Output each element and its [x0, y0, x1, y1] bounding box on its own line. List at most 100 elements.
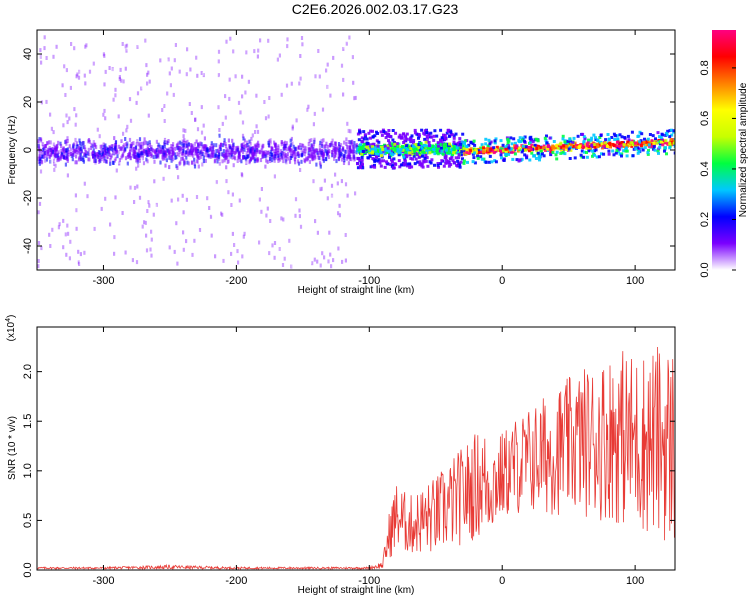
spectrogram-cell — [164, 163, 167, 168]
spectrogram-cell — [100, 148, 103, 153]
spectrogram-cell — [659, 140, 663, 144]
spectrogram-cell — [330, 183, 334, 188]
spectrogram-cell — [165, 154, 168, 158]
spectrogram-cell — [234, 245, 237, 250]
spectrogram-cell — [55, 153, 59, 158]
spectrogram-cell — [232, 134, 235, 139]
spectrogram-cell — [142, 161, 146, 166]
spectrogram-cell — [264, 150, 267, 155]
spectrogram-cell — [228, 148, 231, 153]
spectrogram-cell — [134, 150, 137, 155]
snr-x-tick-label: -100 — [358, 575, 380, 587]
spectrogram-cell — [638, 142, 642, 146]
spectrogram-cell — [208, 241, 211, 246]
spectrogram-cell — [488, 160, 491, 164]
spectrogram-cell — [259, 38, 262, 43]
spectrogram-cell — [49, 140, 52, 145]
spectrogram-cell — [193, 238, 196, 243]
spectrogram-cell — [360, 136, 364, 140]
spectrogram-cell — [575, 145, 579, 149]
spectrogram-cell — [78, 141, 82, 146]
spectrogram-cell — [548, 136, 552, 140]
spectrogram-cell — [165, 151, 168, 156]
spectrogram-cell — [282, 155, 285, 159]
spectrogram-cell — [425, 134, 429, 138]
spectrogram-cell — [596, 138, 600, 142]
spectrogram-cell — [229, 154, 232, 159]
spectrogram-cell — [673, 144, 675, 148]
spectrogram-cell — [393, 162, 397, 166]
spectrogram-cell — [386, 162, 390, 166]
spectrogram-cell — [88, 152, 91, 157]
spectrogram-cell — [310, 144, 313, 149]
spectrogram-cell — [486, 148, 490, 152]
spectrogram-cell — [206, 147, 209, 152]
spectrogram-cell — [433, 152, 437, 156]
spectrogram-cell — [184, 128, 187, 133]
spectrogram-cell — [346, 145, 349, 150]
spectrogram-cell — [384, 148, 388, 152]
spectrogram-cell — [263, 151, 266, 156]
spectrogram-cell — [307, 146, 310, 151]
spectrogram-cell — [322, 153, 325, 158]
spectrogram-cell — [316, 259, 319, 264]
spectrogram-cell — [651, 134, 655, 138]
spectrogram-cell — [121, 152, 124, 157]
spectrogram-cell — [396, 147, 400, 151]
spectrogram-cell — [248, 170, 251, 175]
spectrogram-cell — [430, 135, 434, 139]
spectrogram-cell — [568, 139, 572, 143]
spectrogram-cell — [176, 145, 179, 150]
spectrogram-cell — [208, 54, 211, 58]
spectrogram-cell — [644, 142, 648, 146]
spectrogram-cell — [182, 149, 185, 154]
spectrogram-cell — [325, 68, 328, 73]
spectrogram-cell — [43, 35, 46, 40]
spectrogram-cell — [245, 160, 248, 165]
spectrogram-cell — [156, 44, 160, 49]
spectrogram-cell — [96, 152, 99, 156]
spectrogram-cell — [423, 147, 426, 151]
spectrogram-cell — [210, 150, 213, 155]
spectrogram-cell — [77, 157, 81, 162]
spectrogram-cell — [236, 159, 239, 163]
spectrogram-cell — [142, 149, 145, 154]
spectrogram-cell — [209, 253, 212, 258]
spectrogram-cell — [60, 144, 63, 149]
spectrogram-cell — [188, 91, 191, 96]
spectrogram-cell — [66, 120, 69, 125]
spectrogram-cell — [419, 141, 423, 145]
spectrogram-x-axis-label: Height of straight line (km) — [298, 285, 415, 296]
spectrogram-cell — [411, 150, 415, 154]
spectrogram-cell — [425, 156, 429, 160]
spectrogram-cell — [183, 138, 186, 143]
spectrogram-cell — [149, 237, 152, 242]
spectrogram-cell — [387, 129, 391, 132]
spectrogram-cell — [373, 134, 377, 138]
spectrogram-cell — [354, 255, 357, 260]
spectrogram-cell — [136, 91, 140, 96]
spectrogram-cell — [126, 161, 129, 166]
spectrogram-cell — [158, 150, 161, 155]
spectrogram-cell — [177, 175, 180, 180]
spectrogram-cell — [203, 147, 206, 151]
spectrogram-cell — [120, 147, 123, 152]
spectrogram-cell — [310, 153, 313, 158]
spectrogram-cell — [605, 145, 609, 148]
spectrogram-cell — [300, 200, 303, 205]
spectrogram-cell — [59, 225, 62, 230]
spectrogram-cell — [604, 141, 607, 145]
spectrogram-cell — [132, 141, 135, 146]
spectrogram-cell — [613, 138, 617, 141]
spectrogram-cell — [102, 38, 105, 43]
spectrogram-cell — [182, 210, 185, 215]
spectrogram-cell — [100, 157, 103, 162]
spectrogram-cell — [543, 136, 547, 140]
spectrogram-cell — [64, 93, 67, 97]
spectrogram-cell — [99, 158, 102, 163]
spectrogram-cell — [440, 149, 444, 153]
spectrogram-cell — [620, 152, 624, 156]
spectrogram-cell — [164, 139, 167, 143]
spectrogram-cell — [124, 250, 127, 255]
spectrogram-cell — [402, 153, 405, 157]
